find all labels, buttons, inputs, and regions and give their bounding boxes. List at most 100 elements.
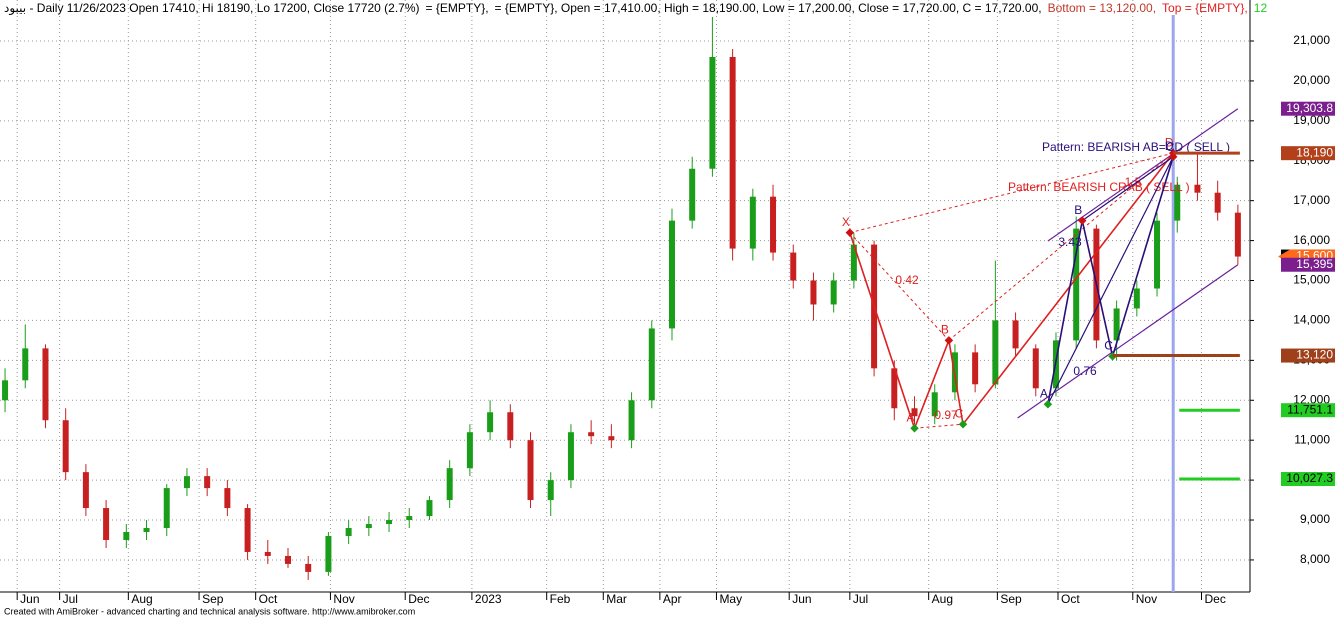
y-tick-label: 20,000 xyxy=(1293,73,1330,87)
pattern-legs xyxy=(1047,156,1174,405)
pattern-point-label: C xyxy=(1104,339,1113,353)
candle-body xyxy=(911,408,918,417)
candle-body xyxy=(790,252,797,281)
header-text: = {EMPTY}, xyxy=(426,1,489,15)
candle-body xyxy=(204,476,211,489)
candle-body xyxy=(1214,192,1221,213)
candle-body xyxy=(446,468,453,501)
candle-body xyxy=(992,320,999,385)
x-tick-label: Nov xyxy=(1136,592,1157,606)
x-tick-label: Aug xyxy=(131,592,152,606)
y-tick-label: 17,000 xyxy=(1293,193,1330,207)
header-text: 12 xyxy=(1254,1,1268,15)
candle-body xyxy=(183,476,190,489)
price-label-box xyxy=(1281,403,1335,418)
y-tick-label: 12,000 xyxy=(1293,392,1330,406)
candle-body xyxy=(850,244,857,281)
candle-body xyxy=(406,516,413,521)
candle-body xyxy=(163,488,170,529)
candle-body xyxy=(810,280,817,305)
header-text: بيبود - Daily 11/26/2023 Open 17410, Hi … xyxy=(4,1,420,16)
candle-body xyxy=(123,532,130,540)
ratio-label: 3.43 xyxy=(1058,235,1082,249)
x-tick-label: Nov xyxy=(333,592,354,606)
candle-body xyxy=(1012,320,1019,349)
x-tick-label: Dec xyxy=(1204,592,1225,606)
candle-body xyxy=(830,280,837,305)
pattern-point-label: A xyxy=(907,410,915,424)
pattern-point-label: A xyxy=(1040,386,1048,400)
header-text: Top = {EMPTY}, xyxy=(1162,1,1248,15)
x-tick-label: Jun xyxy=(20,592,39,606)
candle-body xyxy=(42,348,49,421)
candle-body xyxy=(527,440,534,501)
candle-body xyxy=(62,420,69,473)
price-label: 10,027.3 xyxy=(1286,471,1333,485)
y-tick-label: 14,000 xyxy=(1293,313,1330,327)
candle-body xyxy=(1154,220,1161,289)
candle-body xyxy=(770,196,777,253)
y-tick-label: 16,000 xyxy=(1293,233,1330,247)
pattern-ratio-line xyxy=(849,232,950,341)
candle-body xyxy=(628,400,635,441)
candle-body xyxy=(668,220,675,329)
candle-body xyxy=(689,168,696,221)
header-text: = {EMPTY}, Open = 17,410.00, High = 18,1… xyxy=(495,1,1042,15)
candle-body xyxy=(103,508,110,540)
ratio-label: 0.97 xyxy=(934,408,958,422)
pattern-ratio-line xyxy=(914,423,964,429)
price-label-box xyxy=(1281,101,1335,116)
candle-body xyxy=(365,524,372,529)
candle-body xyxy=(1133,288,1140,309)
pattern-point xyxy=(910,423,919,433)
pattern-point-label: B xyxy=(941,323,949,337)
candle-body xyxy=(2,380,9,401)
price-label-box xyxy=(1281,472,1335,487)
candle-body xyxy=(325,535,332,572)
candle-body xyxy=(507,412,514,441)
price-label: 19,303.8 xyxy=(1286,101,1333,115)
channel-line xyxy=(1047,108,1239,242)
candle-body xyxy=(931,392,938,417)
footer: Created with AmiBroker - advanced charti… xyxy=(4,606,415,616)
y-tick-label: 9,000 xyxy=(1300,512,1330,526)
ratio-label: 0.76 xyxy=(1073,364,1097,378)
candle-body xyxy=(972,352,979,385)
candle-body xyxy=(1234,212,1241,257)
pattern-point-label: X xyxy=(842,215,850,229)
candle-body xyxy=(749,196,756,249)
candle-body xyxy=(284,555,291,564)
candle-body xyxy=(264,551,271,556)
pattern-point xyxy=(1043,400,1053,409)
x-tick-label: Oct xyxy=(259,592,278,606)
y-tick-label: 11,000 xyxy=(1294,432,1330,446)
pattern-ratio-line xyxy=(948,152,1174,341)
x-tick-label: Jul xyxy=(853,592,868,606)
candle-body xyxy=(547,480,554,501)
candle-body xyxy=(1032,348,1039,389)
candle-body xyxy=(729,56,736,249)
x-tick-label: Mar xyxy=(606,592,627,606)
price-label: 13,120 xyxy=(1296,348,1333,362)
x-tick-label: May xyxy=(719,592,742,606)
candle-body xyxy=(22,348,29,381)
price-label: 18,190 xyxy=(1296,145,1333,159)
x-tick-label: Sep xyxy=(1000,592,1022,606)
candle-body xyxy=(487,412,494,433)
pattern-name: Pattern: BEARISH AB=CD ( SELL ) xyxy=(1042,140,1230,154)
price-label-box xyxy=(1281,348,1335,363)
candle-body xyxy=(1174,184,1181,221)
pattern-point-label: D xyxy=(1165,139,1174,153)
candle-body xyxy=(466,432,473,469)
x-tick-label: Feb xyxy=(550,592,571,606)
pattern-ratio-line xyxy=(849,152,1174,234)
price-label-box xyxy=(1281,146,1335,161)
x-tick-label: Aug xyxy=(932,592,953,606)
candle-body xyxy=(608,436,615,441)
candle-body xyxy=(224,488,231,509)
candle-body xyxy=(305,563,312,572)
candle-body xyxy=(1073,228,1080,341)
y-tick-label: 8,000 xyxy=(1300,552,1330,566)
candle-body xyxy=(143,528,150,533)
